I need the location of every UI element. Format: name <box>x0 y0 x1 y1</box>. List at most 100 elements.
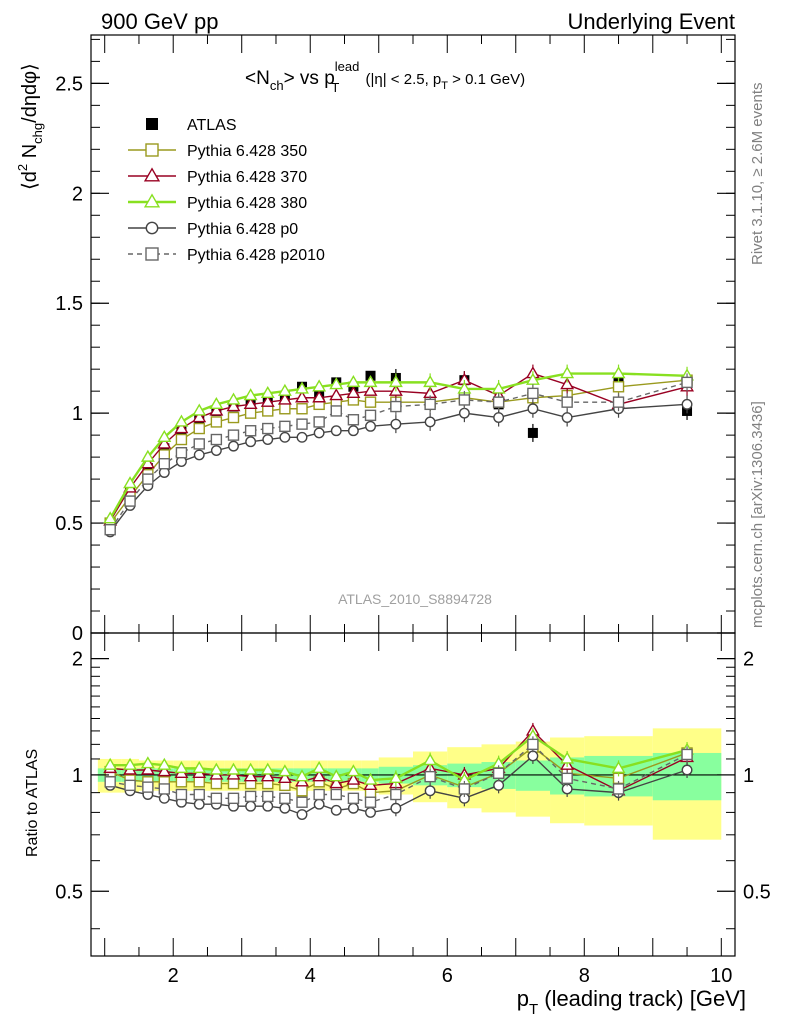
ratio-series-pythia-6-428-380 <box>103 728 695 789</box>
legend-label: Pythia 6.428 p2010 <box>187 247 325 264</box>
legend-entry: ATLAS <box>146 117 237 134</box>
ratio-point <box>158 783 171 795</box>
data-point <box>140 449 155 462</box>
ratio-point <box>157 757 172 770</box>
data-point <box>681 398 693 410</box>
main-y-tick-label: 1.5 <box>55 293 83 315</box>
data-point <box>681 376 693 389</box>
legend-label: Pythia 6.428 380 <box>187 195 307 212</box>
x-tick-label: 10 <box>710 965 732 987</box>
ratio-point <box>279 792 291 805</box>
series-pythia-6-428-380 <box>103 364 695 524</box>
ratio-point <box>262 790 274 803</box>
data-point <box>561 396 573 408</box>
data-point <box>227 411 240 424</box>
data-point <box>243 396 258 410</box>
data-point <box>346 374 361 388</box>
data-point <box>123 476 138 489</box>
ratio-point <box>175 788 188 801</box>
ratio-point <box>424 785 436 797</box>
data-point <box>210 433 223 446</box>
data-point <box>124 495 136 507</box>
legend: ATLAS Pythia 6.428 350 Pythia 6.428 370 Pyt… <box>128 117 325 264</box>
ratio-point <box>103 757 118 770</box>
ratio-y-tick-label: 0.5 <box>55 881 83 903</box>
ratio-point <box>423 753 438 766</box>
ratio-point <box>313 788 325 801</box>
data-point <box>262 434 274 445</box>
data-point <box>193 449 205 461</box>
data-point <box>260 385 275 399</box>
ratio-y-tick-label: 1 <box>72 765 83 787</box>
data-point <box>329 388 344 401</box>
data-point <box>158 458 171 470</box>
ratio-point <box>347 802 359 814</box>
data-point <box>175 447 188 459</box>
data-point <box>330 405 342 417</box>
data-point <box>279 431 291 443</box>
main-y-tick-label: 2.5 <box>55 73 83 95</box>
data-point <box>390 400 402 413</box>
ratio-point <box>104 776 116 788</box>
data-point <box>104 523 116 536</box>
ratio-series-pythia-6-428-p0 <box>104 747 693 820</box>
ratio-x-axis: 2 4 6 8 10 <box>104 633 732 987</box>
data-point <box>174 421 189 434</box>
ratio-point <box>330 788 342 801</box>
data-point <box>226 399 241 412</box>
legend-entry: Pythia 6.428 p0 <box>128 221 298 238</box>
ratio-point <box>527 738 539 751</box>
ratio-point <box>260 762 275 775</box>
data-point <box>329 377 344 390</box>
ratio-point <box>560 751 575 764</box>
ratio-point <box>226 762 241 775</box>
data-point <box>210 416 223 428</box>
main-y-axis: 0 0.5 1 1.5 2 2.5 <box>55 38 735 645</box>
ratio-point <box>158 792 170 804</box>
ratio-point <box>210 777 223 790</box>
data-point <box>243 388 258 401</box>
ratio-point <box>210 792 223 805</box>
data-point <box>296 403 308 415</box>
data-point <box>279 403 291 415</box>
mcplots-label: mcplots.cern.ch [arXiv:1306.3436] <box>749 401 766 628</box>
data-point <box>142 473 154 485</box>
ratio-point <box>245 800 257 812</box>
data-point <box>245 436 257 448</box>
ratio-point <box>424 770 436 783</box>
ratio-point <box>363 772 378 785</box>
ratio-point <box>279 802 291 814</box>
data-point <box>390 418 402 430</box>
ratio-point <box>681 764 693 776</box>
data-point <box>262 422 274 435</box>
ratio-point <box>295 769 309 782</box>
ratio-point <box>329 776 344 789</box>
data-point <box>244 407 257 419</box>
data-point <box>244 425 257 437</box>
ratio-point <box>142 781 154 793</box>
data-point <box>277 392 292 405</box>
ratio-point <box>312 769 327 782</box>
ratio-point <box>193 798 205 810</box>
ratio-point <box>243 769 258 782</box>
data-point <box>193 422 205 435</box>
series-pythia-6-428-p0 <box>104 395 693 538</box>
inner-uncertainty-band <box>515 760 551 791</box>
data-point <box>312 390 327 403</box>
data-point <box>277 383 292 396</box>
data-point <box>175 433 188 446</box>
ratio-point <box>175 776 188 788</box>
ratio-point <box>193 776 205 788</box>
data-point <box>209 403 224 416</box>
ratio-y-axis-label: Ratio to ATLAS <box>24 749 41 857</box>
data-point <box>346 385 361 399</box>
ratio-y-tick-label-right: 0.5 <box>743 881 771 903</box>
ratio-point <box>260 769 275 782</box>
data-point <box>527 427 538 438</box>
data-point <box>209 396 224 410</box>
main-x-axis-ticks <box>104 35 722 633</box>
main-y-tick-label: 0.5 <box>55 513 83 535</box>
ratio-point <box>157 764 172 777</box>
data-point <box>174 414 189 427</box>
legend-marker <box>143 167 161 182</box>
